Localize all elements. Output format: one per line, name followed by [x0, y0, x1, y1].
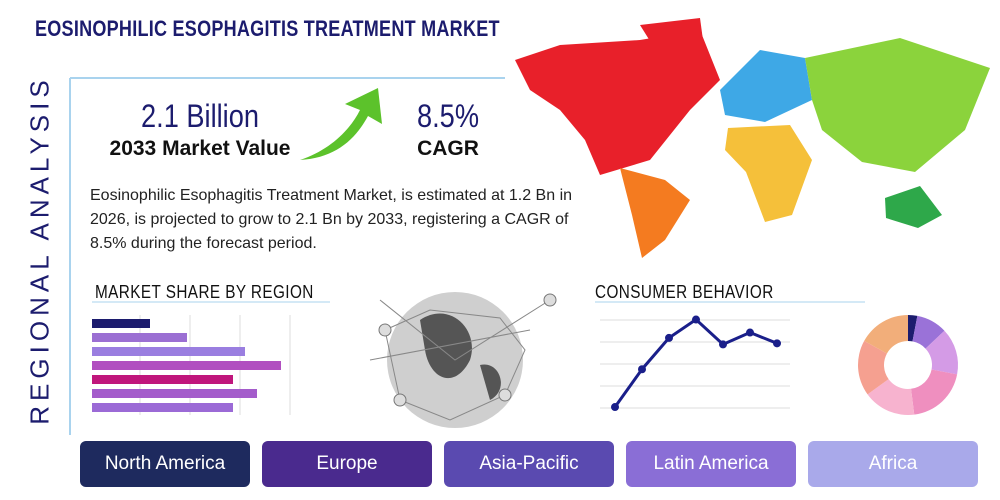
bar — [92, 375, 233, 384]
stat-label: 2033 Market Value — [109, 137, 291, 160]
point — [638, 365, 646, 374]
stat-value: 8.5% — [417, 98, 479, 134]
region-button[interactable]: Africa — [808, 441, 978, 487]
point — [692, 315, 700, 324]
growth-arrow — [300, 88, 382, 160]
donut-slice — [858, 340, 889, 395]
side-label: REGIONAL ANALYSIS — [24, 75, 55, 425]
donut-slice — [867, 379, 915, 416]
section-title: CONSUMER BEHAVIOR — [595, 282, 774, 302]
globe-network — [369, 292, 557, 428]
title: EOSINOPHILIC ESOPHAGITIS TREATMENT MARKE… — [35, 16, 500, 41]
bar — [92, 361, 281, 370]
region-button[interactable]: Asia-Pacific — [444, 441, 614, 487]
section-title: MARKET SHARE BY REGION — [95, 282, 314, 302]
bar — [92, 403, 233, 412]
stat-value: 2.1 Billion — [141, 98, 259, 134]
region-button[interactable]: Europe — [262, 441, 432, 487]
donut-slice — [912, 315, 945, 349]
description: Eosinophilic Esophagitis Treatment Marke… — [90, 187, 573, 252]
point — [746, 328, 754, 337]
region-button[interactable]: North America — [80, 441, 250, 487]
donut-slice — [908, 315, 918, 342]
donut-slice — [925, 330, 958, 375]
bar — [92, 333, 187, 342]
bar — [92, 347, 245, 356]
point — [719, 340, 727, 349]
donut-slice — [864, 315, 908, 354]
donut-slice — [911, 369, 958, 415]
bar — [92, 319, 150, 328]
bar — [92, 389, 257, 398]
region-button[interactable]: Latin America — [626, 441, 796, 487]
point — [665, 333, 673, 342]
point — [611, 403, 619, 412]
point — [773, 339, 781, 348]
stat-label: CAGR — [417, 137, 479, 160]
world-map — [515, 18, 990, 258]
frame — [69, 77, 505, 435]
